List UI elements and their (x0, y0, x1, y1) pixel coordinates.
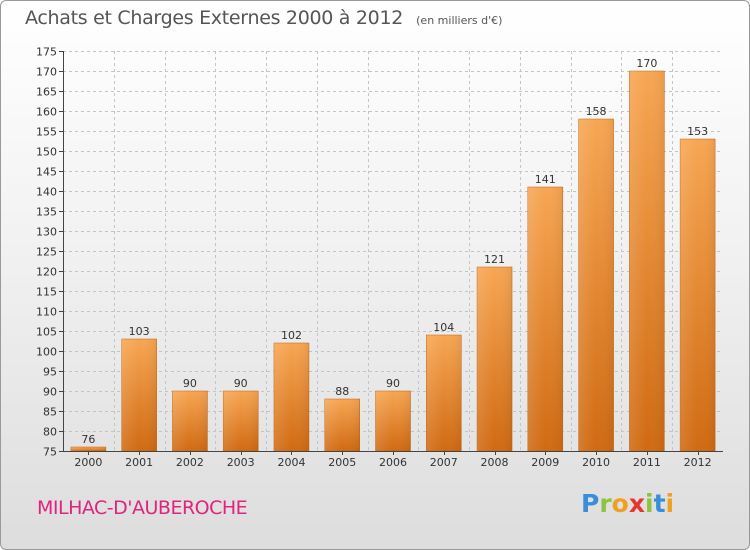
x-tick-label: 2008 (481, 456, 509, 469)
y-tick-label: 110 (36, 306, 57, 319)
bar-shade (477, 267, 513, 451)
x-tick-label: 2002 (176, 456, 204, 469)
y-tick-label: 140 (36, 186, 57, 199)
y-tick-label: 75 (43, 446, 57, 459)
title-row: Achats et Charges Externes 2000 à 2012 (… (25, 7, 502, 29)
commune-name: MILHAC-D'AUBEROCHE (37, 497, 248, 519)
bar-shade (527, 187, 563, 451)
y-tick-label: 85 (43, 406, 57, 419)
logo-letter: r (599, 489, 612, 518)
y-tick-label: 135 (36, 206, 57, 219)
bar-value-label: 76 (81, 433, 95, 446)
y-tick-label: 100 (36, 346, 57, 359)
y-tick-label: 105 (36, 326, 57, 339)
x-tick-label: 2009 (531, 456, 559, 469)
logo-letter: i (645, 489, 654, 518)
x-tick-label: 2011 (633, 456, 661, 469)
bar-value-label: 90 (386, 377, 400, 390)
bar-shade (172, 391, 208, 451)
y-tick-label: 95 (43, 366, 57, 379)
data-labels: 76 103 90 90 102 88 90 104 121 141 158 170 153 (81, 57, 708, 446)
logo-letter: i (665, 489, 675, 518)
y-tick-label: 125 (36, 246, 57, 259)
bar-value-label: 102 (281, 329, 302, 342)
y-tick-label: 170 (36, 66, 57, 79)
axes: 75 80 85 90 95 100 105 110 115 120 125 130 135 140 145… (36, 46, 723, 469)
bar-shade (578, 119, 614, 451)
bar-shade (121, 339, 157, 451)
bar-value-label: 90 (183, 377, 197, 390)
bar-value-label: 104 (433, 321, 454, 334)
bar-shade (629, 71, 665, 451)
y-tick-label: 120 (36, 266, 57, 279)
chart-subtitle: (en milliers d'€) (416, 14, 503, 27)
bar-value-label: 121 (484, 253, 505, 266)
bar-shade (375, 391, 411, 451)
proxiti-logo[interactable]: Proxiti (581, 489, 674, 518)
bar-value-label: 141 (535, 173, 556, 186)
bar-shade (70, 447, 106, 451)
x-tick-label: 2007 (430, 456, 458, 469)
y-tick-label: 130 (36, 226, 57, 239)
y-tick-label: 175 (36, 46, 57, 59)
logo-letter: P (581, 489, 600, 518)
y-tick-label: 145 (36, 166, 57, 179)
bar-value-label: 90 (234, 377, 248, 390)
y-tick-label: 90 (43, 386, 57, 399)
bar-shade (680, 139, 716, 451)
y-tick-label: 80 (43, 426, 57, 439)
bar-value-label: 103 (129, 325, 150, 338)
logo-letter: t (653, 489, 666, 518)
logo-letter: o (611, 489, 629, 518)
bars (70, 70, 716, 452)
x-tick-label: 2012 (684, 456, 712, 469)
bar-value-label: 158 (586, 105, 607, 118)
logo-letter: x (628, 489, 645, 518)
y-tick-label: 160 (36, 106, 57, 119)
x-tick-label: 2001 (125, 456, 153, 469)
x-tick-label: 2000 (74, 456, 102, 469)
y-tick-label: 165 (36, 86, 57, 99)
x-tick-label: 2010 (582, 456, 610, 469)
bar-shade (223, 391, 259, 451)
x-tick-label: 2004 (277, 456, 305, 469)
y-tick-label: 115 (36, 286, 57, 299)
bar-shade (273, 343, 309, 451)
x-tick-label: 2003 (227, 456, 255, 469)
bar-shade (324, 399, 360, 451)
y-tick-label: 150 (36, 146, 57, 159)
bar-value-label: 88 (335, 385, 349, 398)
bar-value-label: 153 (687, 125, 708, 138)
chart-title: Achats et Charges Externes 2000 à 2012 (25, 7, 404, 29)
bar-shade (426, 335, 462, 451)
bar-value-label: 170 (636, 57, 657, 70)
x-tick-label: 2005 (328, 456, 356, 469)
y-tick-label: 155 (36, 126, 57, 139)
x-tick-label: 2006 (379, 456, 407, 469)
